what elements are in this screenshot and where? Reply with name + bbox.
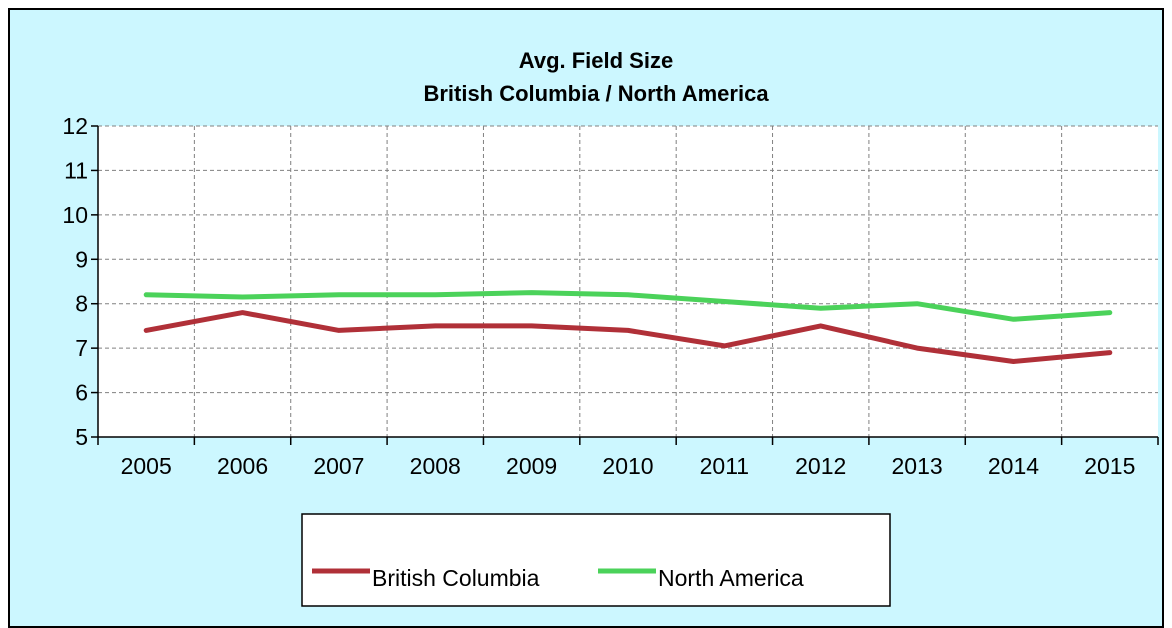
y-tick-label: 9 — [75, 246, 88, 272]
x-tick-label: 2013 — [892, 453, 943, 479]
series-line-2 — [143, 290, 1113, 322]
x-tick-label: 2014 — [988, 453, 1039, 479]
grid-lines — [98, 125, 1158, 437]
legend-label: British Columbia — [372, 565, 540, 591]
series-lines — [143, 290, 1113, 364]
x-tick-label: 2008 — [410, 453, 461, 479]
series-line-1 — [143, 310, 1113, 364]
x-tick-label: 2012 — [795, 453, 846, 479]
x-tick-label: 2006 — [217, 453, 268, 479]
y-tick-label: 7 — [75, 335, 88, 361]
plot-area — [98, 126, 1158, 437]
y-tick-label: 8 — [75, 291, 88, 317]
legend: British Columbia North America — [301, 513, 891, 607]
y-tick-label: 11 — [64, 157, 88, 183]
y-tick-label: 6 — [75, 380, 88, 406]
y-tick-label: 12 — [62, 113, 88, 139]
x-tick-label: 2011 — [700, 453, 749, 479]
y-tick-label: 5 — [75, 424, 88, 450]
legend-label: North America — [658, 565, 804, 591]
x-tick-label: 2010 — [602, 453, 653, 479]
chart-subtitle: British Columbia / North America — [423, 81, 769, 106]
y-tick-label: 10 — [62, 202, 88, 228]
legend-box — [301, 513, 891, 607]
axes: 5 6 7 8 9 10 11 12 2005 2006 2007 2008 2009 2010 2011 2… — [62, 113, 1159, 479]
x-tick-label: 2015 — [1084, 453, 1135, 479]
x-tick-label: 2009 — [506, 453, 557, 479]
x-tick-label: 2007 — [313, 453, 364, 479]
chart-title: Avg. Field Size — [519, 48, 673, 73]
x-tick-label: 2005 — [121, 453, 172, 479]
